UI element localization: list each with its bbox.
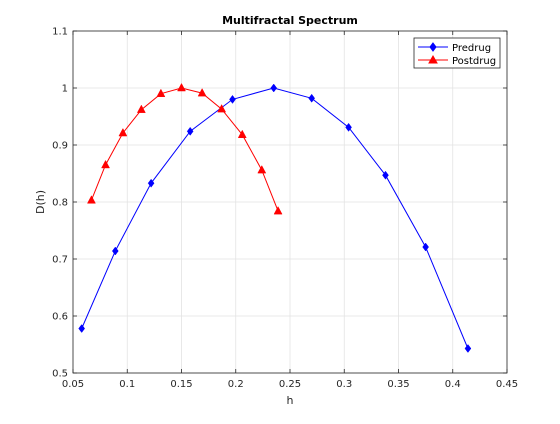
data-point-predrug [147, 178, 155, 188]
y-tick-label: 0.9 [52, 141, 68, 152]
data-point-predrug [78, 324, 85, 333]
x-tick-label: 0.25 [279, 379, 301, 390]
x-axis-label: h [287, 394, 294, 407]
data-point-predrug [186, 126, 194, 136]
data-point-postdrug [257, 165, 267, 174]
chart-title: Multifractal Spectrum [222, 14, 358, 27]
y-tick-label: 1.1 [52, 27, 68, 38]
legend-label-postdrug: Postdrug [452, 56, 496, 67]
y-tick-label: 0.6 [52, 312, 68, 323]
x-tick-label: 0.3 [336, 379, 352, 390]
x-tick-label: 0.4 [445, 379, 461, 390]
x-tick-label: 0.45 [496, 379, 518, 390]
legend-box [413, 37, 501, 69]
legend-label-predrug: Predrug [452, 43, 491, 54]
axis-ticks: 0.05 0.1 0.15 0.2 0.25 0.3 0.35 0.4 0.45 0.5 0.6 0.… [52, 27, 518, 391]
data-point-postdrug [118, 127, 128, 137]
legend-marker-predrug [429, 42, 437, 52]
data-point-predrug [422, 242, 429, 252]
legend: Predrug Postdrug [413, 37, 501, 69]
data-point-postdrug [87, 195, 96, 204]
data-point-predrug [382, 170, 389, 180]
data-point-postdrug [136, 104, 146, 113]
data-point-predrug [229, 94, 236, 104]
data-point-postdrug [101, 159, 110, 169]
x-tick-label: 0.2 [228, 379, 244, 390]
x-tick-label: 0.1 [119, 379, 135, 390]
data-point-predrug [464, 344, 472, 353]
data-point-postdrug [217, 104, 227, 113]
x-tick-label: 0.15 [170, 379, 192, 390]
series-layer [78, 82, 472, 353]
y-tick-label: 0.7 [52, 255, 68, 266]
x-tick-label: 0.35 [387, 379, 409, 390]
legend-marker-postdrug [428, 54, 438, 64]
data-point-postdrug [273, 206, 283, 215]
y-tick-label: 0.8 [52, 198, 68, 209]
data-point-predrug [345, 122, 352, 132]
data-point-postdrug [177, 82, 186, 92]
y-tick-label: 0.5 [52, 369, 68, 380]
x-tick-label: 0.05 [62, 379, 84, 390]
data-point-predrug [270, 83, 278, 93]
data-point-predrug [308, 93, 316, 103]
data-point-predrug [112, 246, 119, 256]
y-axis-label: D(h) [34, 190, 47, 214]
data-point-postdrug [197, 88, 207, 97]
y-tick-label: 1 [62, 84, 68, 95]
data-point-postdrug [237, 129, 247, 138]
data-point-postdrug [156, 88, 166, 97]
